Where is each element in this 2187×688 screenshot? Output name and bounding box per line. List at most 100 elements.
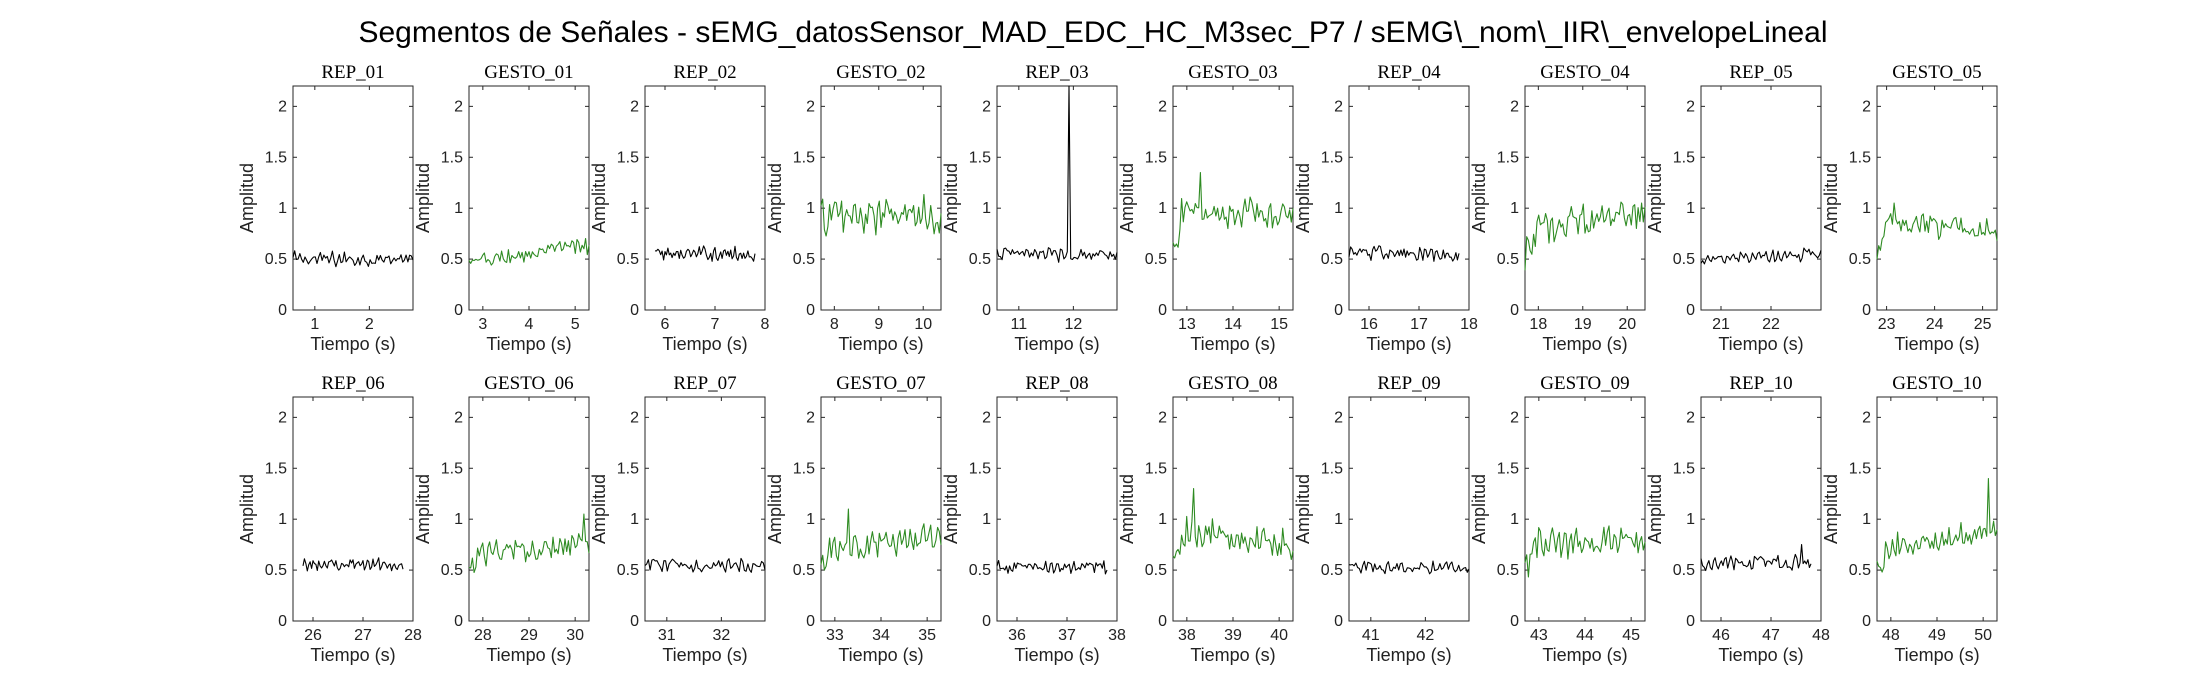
x-tick-label: 49 [1928, 627, 1946, 644]
signal-line [820, 508, 942, 571]
y-axis-label: Amplitud [1821, 474, 1841, 544]
y-tick-label: 1 [1334, 200, 1343, 217]
x-tick-label: 40 [1270, 627, 1288, 644]
signal-line [1524, 525, 1646, 578]
y-axis-label: Amplitud [1293, 163, 1313, 233]
y-tick-label: 1 [454, 511, 463, 528]
subplot-title: GESTO_05 [1892, 62, 1981, 83]
x-axis-label: Tiempo (s) [310, 645, 395, 665]
x-tick-label: 42 [1416, 627, 1434, 644]
y-tick-label: 2 [278, 98, 287, 115]
x-tick-label: 27 [354, 627, 372, 644]
y-tick-label: 0 [278, 613, 287, 630]
y-tick-label: 0.5 [1849, 562, 1871, 579]
y-tick-label: 2 [1158, 409, 1167, 426]
plot-area [292, 85, 414, 311]
signal-line [1876, 202, 1998, 260]
y-tick-label: 1.5 [1673, 460, 1695, 477]
y-tick-label: 0.5 [441, 562, 463, 579]
x-axis-label: Tiempo (s) [486, 645, 571, 665]
x-axis-label: Tiempo (s) [1190, 645, 1275, 665]
y-tick-label: 0 [1686, 302, 1695, 319]
subplot-rep-06: REP_06 0 0.5 1 1.5 2 26 27 28 Tiempo (s) Amplitud [237, 373, 422, 665]
y-tick-label: 2 [1862, 409, 1871, 426]
y-axis-label: Amplitud [1821, 163, 1841, 233]
y-tick-label: 0 [1686, 613, 1695, 630]
plot-area [1172, 85, 1294, 311]
plot-area [468, 85, 590, 311]
y-tick-label: 2 [630, 409, 639, 426]
plot-area [468, 396, 590, 622]
signal-line [468, 513, 590, 574]
x-tick-label: 4 [525, 316, 534, 333]
y-tick-label: 1.5 [265, 149, 287, 166]
x-tick-label: 13 [1178, 316, 1196, 333]
x-tick-label: 18 [1529, 316, 1547, 333]
x-axis-label: Tiempo (s) [1366, 334, 1451, 354]
signal-line [1348, 560, 1470, 575]
signal-line [996, 559, 1108, 575]
plot-area [1700, 396, 1822, 622]
subplot-title: REP_09 [1377, 373, 1440, 394]
signal-line [1700, 544, 1812, 572]
y-tick-label: 0.5 [1673, 251, 1695, 268]
plot-area [996, 396, 1118, 622]
subplot-title: GESTO_04 [1540, 62, 1630, 83]
signal-line [468, 237, 590, 266]
y-tick-label: 0 [630, 302, 639, 319]
x-tick-label: 22 [1762, 316, 1780, 333]
plot-area [1172, 396, 1294, 622]
y-tick-label: 1.5 [1145, 460, 1167, 477]
subplot-title: REP_07 [673, 373, 736, 394]
y-tick-label: 0.5 [1849, 251, 1871, 268]
y-tick-label: 1.5 [1321, 149, 1343, 166]
y-axis-label: Amplitud [941, 163, 961, 233]
signal-line [1172, 488, 1294, 561]
x-axis-label: Tiempo (s) [1190, 334, 1275, 354]
y-tick-label: 0 [1510, 302, 1519, 319]
x-axis-label: Tiempo (s) [1894, 334, 1979, 354]
y-axis-label: Amplitud [413, 163, 433, 233]
subplot-title: REP_03 [1025, 62, 1088, 83]
x-tick-label: 17 [1410, 316, 1428, 333]
plot-area [292, 396, 414, 622]
y-tick-label: 1.5 [441, 460, 463, 477]
y-tick-label: 1 [982, 511, 991, 528]
y-tick-label: 2 [454, 98, 463, 115]
y-tick-label: 2 [982, 409, 991, 426]
x-axis-label: Tiempo (s) [1014, 645, 1099, 665]
x-tick-label: 5 [571, 316, 580, 333]
x-tick-label: 47 [1762, 627, 1780, 644]
y-tick-label: 1 [806, 200, 815, 217]
y-tick-label: 2 [1686, 98, 1695, 115]
signal-line [1876, 477, 1998, 573]
subplot-title: GESTO_06 [484, 373, 573, 394]
x-tick-label: 2 [365, 316, 374, 333]
y-tick-label: 1 [1686, 200, 1695, 217]
y-tick-label: 2 [1510, 409, 1519, 426]
y-axis-label: Amplitud [1293, 474, 1313, 544]
y-axis-label: Amplitud [941, 474, 961, 544]
subplot-title: GESTO_01 [484, 62, 573, 83]
x-tick-label: 23 [1878, 316, 1896, 333]
plot-area [644, 396, 766, 622]
y-tick-label: 2 [278, 409, 287, 426]
x-tick-label: 48 [1812, 627, 1830, 644]
y-tick-label: 0.5 [969, 251, 991, 268]
y-tick-label: 1.5 [1849, 149, 1871, 166]
x-axis-label: Tiempo (s) [838, 334, 923, 354]
y-tick-label: 0.5 [1321, 251, 1343, 268]
y-tick-label: 0.5 [265, 562, 287, 579]
y-axis-label: Amplitud [237, 163, 257, 233]
y-tick-label: 1.5 [969, 149, 991, 166]
x-tick-label: 24 [1926, 316, 1944, 333]
y-axis-label: Amplitud [1469, 163, 1489, 233]
y-axis-label: Amplitud [1117, 474, 1137, 544]
signal-line [1700, 247, 1822, 265]
